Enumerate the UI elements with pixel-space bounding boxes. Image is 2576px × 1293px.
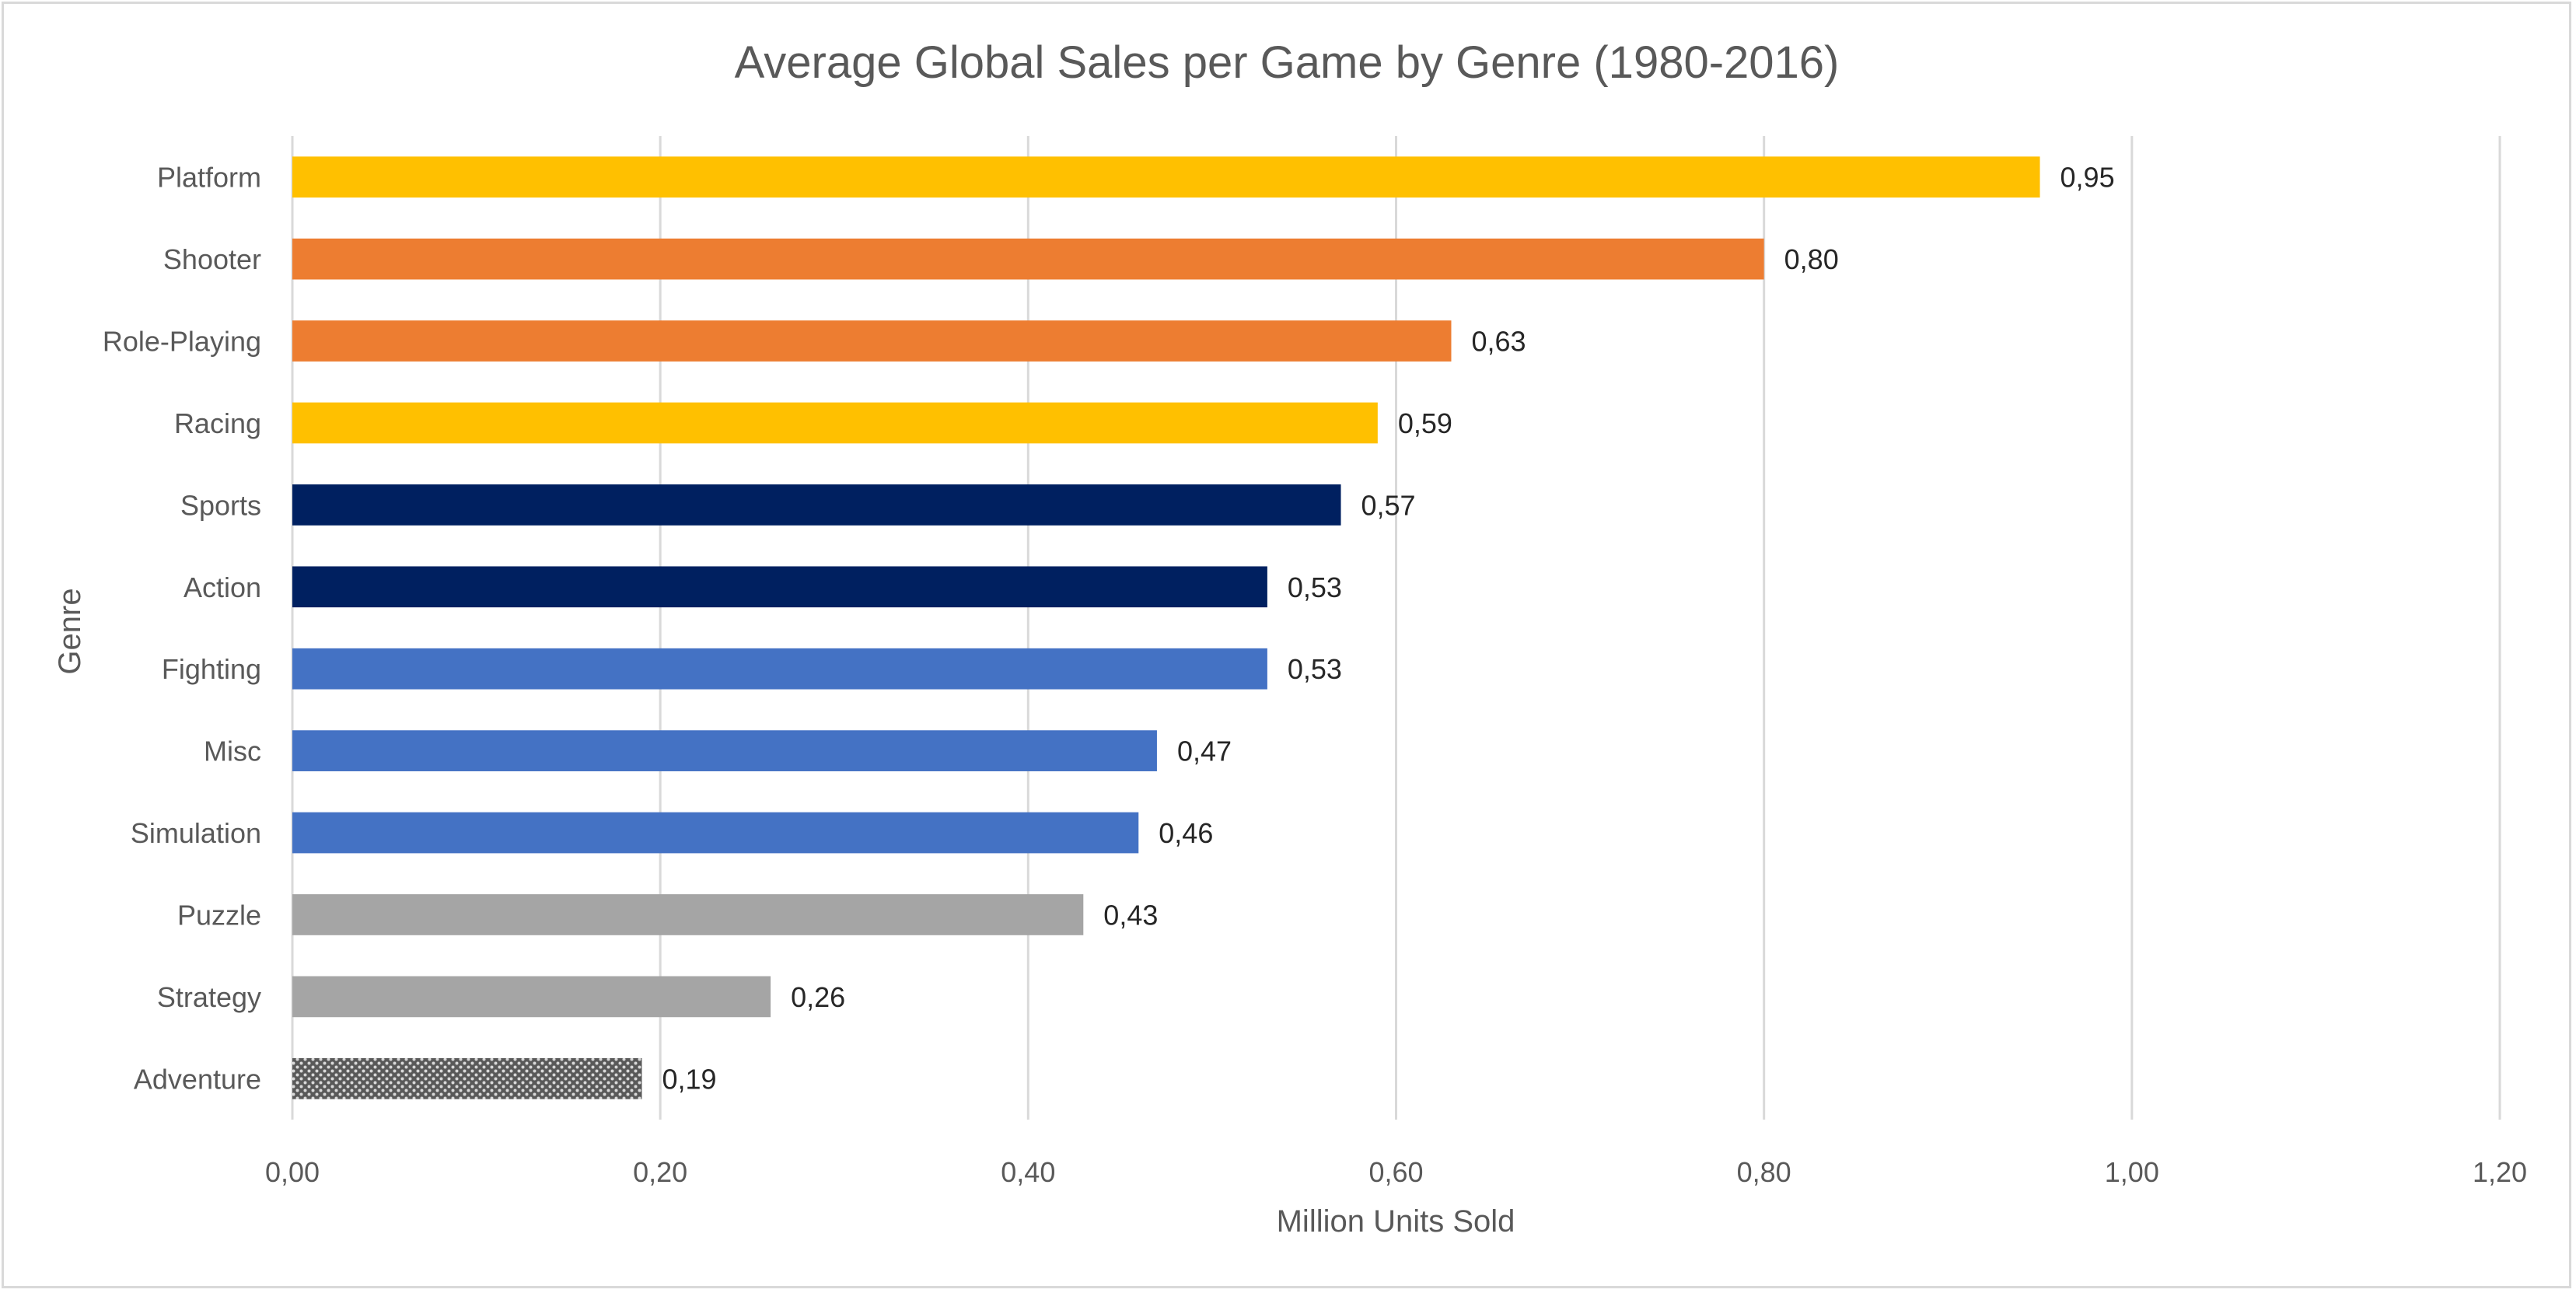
x-tick-label: 0,80 (1737, 1156, 1791, 1188)
bar-sports (292, 484, 1341, 526)
data-label: 0,43 (1103, 899, 1158, 931)
x-tick-label: 0,60 (1368, 1156, 1423, 1188)
category-label: Puzzle (177, 899, 261, 931)
data-label: 0,53 (1288, 571, 1342, 603)
bar-role-playing (292, 320, 1452, 362)
x-axis-ticks: 0,00 0,20 0,40 0,60 0,80 1,00 1,20 (265, 1156, 2527, 1188)
x-axis-title: Million Units Sold (1277, 1204, 1515, 1239)
gridlines (291, 136, 2501, 1120)
bar-shooter (292, 238, 1764, 280)
data-label: 0,53 (1288, 653, 1342, 685)
category-label: Racing (174, 407, 261, 439)
bar-racing (292, 402, 1378, 444)
data-label: 0,47 (1177, 736, 1232, 767)
bar-adventure (292, 1057, 642, 1099)
category-label: Role-Playing (103, 326, 261, 358)
chart-title: Average Global Sales per Game by Genre (… (735, 37, 1840, 88)
bar-platform (292, 156, 2040, 198)
bar-simulation (292, 812, 1139, 854)
data-label: 0,63 (1471, 326, 1526, 358)
data-label: 0,57 (1361, 489, 1416, 521)
category-label: Shooter (163, 243, 261, 275)
x-tick-label: 1,00 (2105, 1156, 2159, 1188)
data-label: 0,19 (662, 1063, 717, 1095)
bar-puzzle (292, 894, 1084, 935)
x-tick-label: 0,40 (1001, 1156, 1055, 1188)
category-label: Simulation (131, 817, 261, 849)
category-label: Strategy (157, 981, 261, 1013)
data-label: 0,80 (1784, 243, 1839, 275)
category-label: Sports (180, 489, 261, 521)
category-labels: Platform Shooter Role-Playing Racing Sports A… (103, 162, 261, 1096)
bar-strategy (292, 976, 771, 1018)
bar-misc (292, 730, 1157, 771)
data-label: 0,26 (791, 981, 845, 1013)
category-label: Misc (204, 736, 261, 767)
x-tick-label: 0,20 (633, 1156, 687, 1188)
category-label: Platform (157, 162, 261, 194)
data-label: 0,95 (2060, 162, 2115, 194)
bar-fighting (292, 648, 1267, 690)
y-axis-title: Genre (53, 588, 87, 674)
category-label: Adventure (134, 1063, 261, 1095)
x-tick-label: 1,20 (2473, 1156, 2527, 1188)
category-label: Action (184, 571, 261, 603)
data-label: 0,46 (1159, 817, 1213, 849)
data-label: 0,59 (1398, 407, 1452, 439)
category-label: Fighting (162, 653, 261, 685)
x-tick-label: 0,00 (265, 1156, 320, 1188)
bars (292, 156, 2040, 1099)
data-labels: 0,95 0,80 0,63 0,59 0,57 0,53 0,53 0,47 0,46 0,43… (662, 162, 2115, 1096)
bar-action (292, 566, 1267, 608)
